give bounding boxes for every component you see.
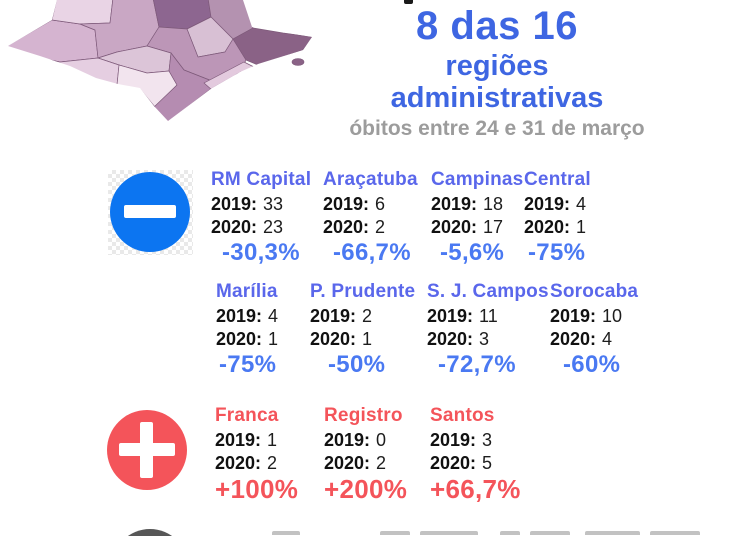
region-name: Sorocaba bbox=[550, 281, 639, 302]
year-2020-line: 2020: 17 bbox=[431, 217, 504, 237]
region-stat-central: Central 2019: 4 2020: 1 -75% bbox=[524, 169, 636, 266]
year-2020-line: 2020: 2 bbox=[324, 453, 387, 473]
year-2019-line: 2019: 6 bbox=[323, 194, 386, 214]
region-name: Marília bbox=[216, 281, 278, 302]
region-stat-aracatuba: Araçatuba 2019: 6 2020: 2 -66,7% bbox=[323, 169, 435, 266]
region-stat-registro: Registro 2019: 0 2020: 2 +200% bbox=[324, 405, 436, 504]
year-2019-line: 2019: 33 bbox=[211, 194, 284, 214]
year-2020-line: 2020: 3 bbox=[427, 329, 490, 349]
region-name: Central bbox=[524, 169, 591, 190]
cutoff-text-fragment bbox=[585, 531, 640, 535]
plus-icon-vbar bbox=[140, 422, 153, 478]
year-2019-line: 2019: 4 bbox=[216, 306, 279, 326]
region-name: Araçatuba bbox=[323, 169, 418, 190]
year-2020-line: 2020: 23 bbox=[211, 217, 284, 237]
map-island-fragment bbox=[291, 58, 305, 66]
year-2019-line: 2019: 10 bbox=[550, 306, 623, 326]
map-svg bbox=[8, 0, 312, 121]
subheadline: regiões administrativas bbox=[390, 50, 604, 114]
region-stat-sj-campos: S. J. Campos 2019: 11 2020: 3 -72,7% bbox=[427, 281, 549, 378]
title-block: 8 das 16 regiões administrativas óbitos … bbox=[338, 0, 656, 141]
year-2020-line: 2020: 1 bbox=[216, 329, 279, 349]
cutoff-text-fragment bbox=[650, 531, 700, 535]
region-name: Campinas bbox=[431, 169, 524, 190]
region-stat-santos: Santos 2019: 3 2020: 5 +66,7% bbox=[430, 405, 542, 504]
year-2020-line: 2020: 2 bbox=[215, 453, 278, 473]
pct-change: -50% bbox=[328, 351, 386, 378]
cutoff-text-fragment bbox=[530, 531, 570, 535]
year-2020-line: 2020: 1 bbox=[524, 217, 587, 237]
pct-change: -66,7% bbox=[333, 239, 411, 266]
year-2019-line: 2019: 11 bbox=[427, 306, 498, 326]
minus-icon-bar bbox=[124, 205, 176, 218]
region-stat-marilia: Marília 2019: 4 2020: 1 -75% bbox=[216, 281, 328, 378]
region-name: Registro bbox=[324, 405, 403, 426]
region-name: Franca bbox=[215, 405, 279, 426]
region-stat-campinas: Campinas 2019: 18 2020: 17 -5,6% bbox=[431, 169, 543, 266]
pct-change: +200% bbox=[324, 474, 408, 504]
pct-change: +66,7% bbox=[430, 474, 521, 504]
pct-change: -75% bbox=[528, 239, 586, 266]
year-2019-line: 2019: 2 bbox=[310, 306, 373, 326]
year-2019-line: 2019: 3 bbox=[430, 430, 493, 450]
headline: 8 das 16 bbox=[416, 4, 578, 48]
region-name: RM Capital bbox=[211, 169, 312, 190]
cutoff-glyph-fragment bbox=[404, 0, 413, 4]
year-2019-line: 2019: 4 bbox=[524, 194, 587, 214]
subtitle: óbitos entre 24 e 31 de março bbox=[349, 117, 645, 140]
pct-change: -30,3% bbox=[222, 239, 300, 266]
cutoff-text-fragment bbox=[380, 531, 410, 535]
region-stat-sorocaba: Sorocaba 2019: 10 2020: 4 -60% bbox=[550, 281, 662, 378]
pct-change: -60% bbox=[563, 351, 621, 378]
region-stat-rm-capital: RM Capital 2019: 33 2020: 23 -30,3% bbox=[211, 169, 323, 266]
region-stat-franca: Franca 2019: 1 2020: 2 +100% bbox=[215, 405, 327, 504]
pct-change: -72,7% bbox=[438, 351, 516, 378]
year-2019-line: 2019: 18 bbox=[431, 194, 504, 214]
cutoff-text-fragment bbox=[272, 531, 300, 535]
region-stat-p-prudente: P. Prudente 2019: 2 2020: 1 -50% bbox=[310, 281, 422, 378]
year-2020-line: 2020: 2 bbox=[323, 217, 386, 237]
cutoff-text-fragment bbox=[420, 531, 478, 535]
year-2020-line: 2020: 1 bbox=[310, 329, 373, 349]
region-name: Santos bbox=[430, 405, 495, 426]
region-name: P. Prudente bbox=[310, 281, 416, 302]
cutoff-text-fragment bbox=[500, 531, 520, 535]
pct-change: +100% bbox=[215, 474, 299, 504]
year-2020-line: 2020: 4 bbox=[550, 329, 613, 349]
year-2020-line: 2020: 5 bbox=[430, 453, 493, 473]
partial-circle-icon bbox=[112, 529, 188, 536]
pct-change: -75% bbox=[219, 351, 277, 378]
year-2019-line: 2019: 1 bbox=[215, 430, 278, 450]
year-2019-line: 2019: 0 bbox=[324, 430, 387, 450]
region-name: S. J. Campos bbox=[427, 281, 549, 302]
pct-change: -5,6% bbox=[440, 239, 505, 266]
sao-paulo-choropleth-map bbox=[0, 0, 330, 125]
